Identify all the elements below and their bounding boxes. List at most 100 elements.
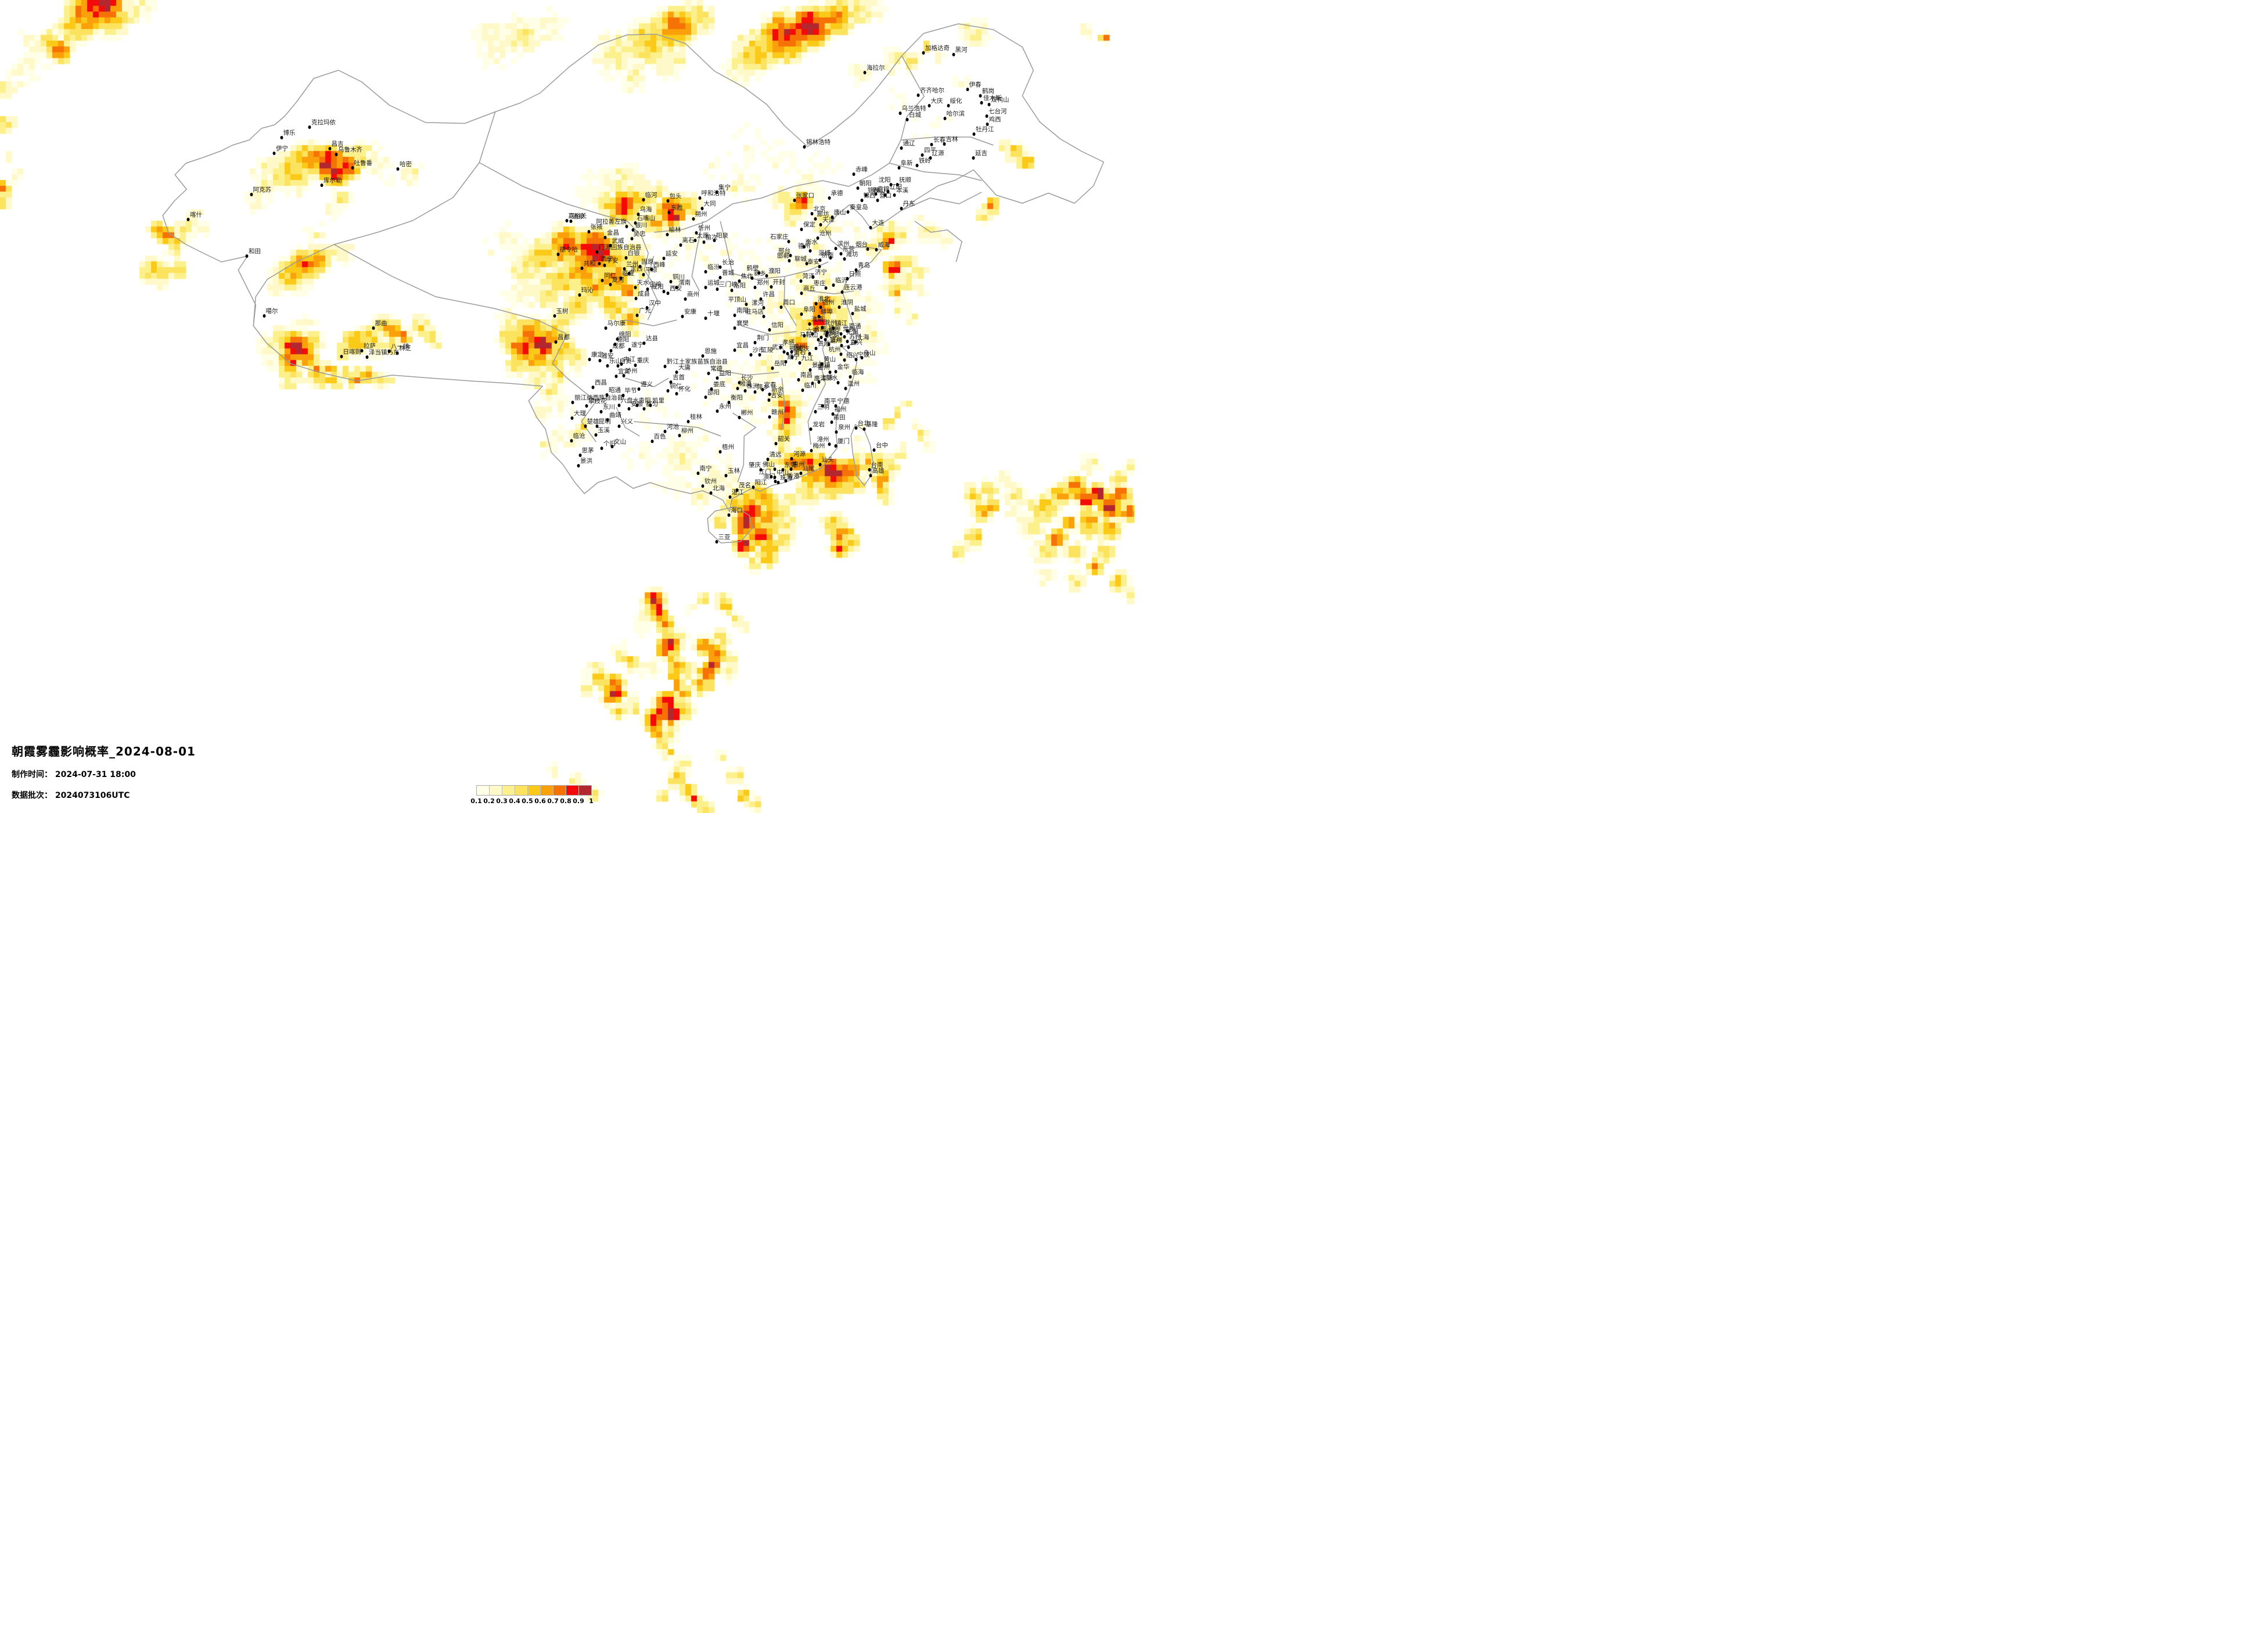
city-dot — [718, 449, 722, 454]
city-dot — [679, 243, 682, 247]
city-dot — [280, 136, 283, 139]
city-dot — [628, 347, 631, 351]
city-dot — [814, 409, 817, 413]
city-label: 固原 — [641, 258, 654, 265]
city-dot — [893, 193, 896, 197]
city-dot — [864, 193, 868, 197]
city-label: 商州 — [687, 291, 699, 298]
city-dot — [666, 232, 668, 236]
city-dot — [585, 404, 588, 408]
city-dot — [810, 449, 813, 452]
city-label: 文山 — [614, 438, 626, 445]
city-label: 广元 — [639, 307, 651, 314]
city-dot — [966, 88, 969, 91]
legend-color-cell — [477, 786, 490, 795]
city-label: 定西 — [630, 265, 643, 272]
city-dot — [745, 303, 748, 306]
city-dot — [642, 197, 645, 202]
city-label: 平顶山 — [728, 296, 747, 303]
city-label: 济宁 — [815, 268, 827, 276]
city-dot — [696, 471, 699, 475]
city-dot — [396, 167, 400, 171]
city-label: 银川 — [635, 222, 647, 229]
city-dot — [777, 481, 780, 484]
city-dot — [570, 416, 574, 420]
city-dot — [930, 142, 933, 146]
boundary-path — [732, 412, 756, 483]
city-label: 伊春 — [969, 81, 982, 88]
city-dot — [782, 350, 786, 354]
city-dot — [818, 258, 821, 262]
city-dot — [662, 289, 665, 293]
city-label: 酒泉 — [572, 213, 585, 220]
city-label: 景洪 — [580, 457, 592, 465]
city-label: 噶尔 — [265, 307, 278, 315]
city-label: 克拉玛依 — [311, 119, 336, 126]
city-label: 嘉兴 — [850, 339, 862, 346]
city-dot — [980, 100, 983, 105]
city-dot — [808, 322, 811, 326]
city-dot — [828, 443, 831, 446]
city-label: 宜春 — [764, 382, 777, 388]
boundary-path — [901, 136, 994, 146]
city-label: 六安 — [806, 327, 818, 334]
city-label: 娄底 — [713, 381, 725, 388]
city-dot — [787, 240, 790, 243]
city-label: 攀枝花 — [588, 397, 607, 405]
city-dot — [759, 297, 763, 301]
city-label: 安康 — [684, 308, 696, 315]
city-dot — [700, 206, 703, 210]
city-label: 博乐 — [283, 129, 296, 136]
city-label: 金华 — [837, 364, 850, 370]
city-dot — [186, 217, 190, 221]
legend-color-cell — [528, 786, 541, 795]
city-dot — [854, 426, 857, 430]
city-label: 三明 — [817, 403, 829, 411]
city-dot — [832, 283, 835, 287]
city-dot — [797, 377, 800, 382]
city-label: 个旧 — [603, 440, 616, 447]
legend-color-cell — [515, 786, 528, 795]
city-label: 宜昌 — [736, 341, 749, 349]
city-dot — [735, 488, 739, 492]
city-dot — [852, 172, 856, 176]
city-label: 天水 — [637, 279, 649, 286]
city-dot — [779, 345, 782, 349]
city-dot — [896, 182, 899, 186]
city-label: 哈尔滨 — [946, 110, 965, 117]
city-label: 商丘 — [803, 285, 815, 292]
boundary-path — [807, 360, 826, 445]
legend-tick-label: 0.3 — [496, 797, 508, 805]
city-label: 哈密 — [400, 161, 412, 168]
city-label: 兴义 — [621, 418, 633, 425]
city-dot — [774, 441, 778, 445]
city-dot — [637, 387, 641, 391]
city-label: 淄博 — [818, 249, 831, 257]
city-dot — [803, 333, 806, 337]
city-label: 恩施 — [705, 347, 717, 355]
city-dot — [793, 199, 796, 202]
city-dot — [675, 391, 678, 395]
city-dot — [554, 340, 558, 344]
city-label: 吐鲁番 — [354, 159, 373, 167]
city-dot — [846, 277, 849, 280]
city-label: 芜湖 — [826, 332, 839, 339]
city-label: 梧州 — [722, 443, 734, 451]
city-label: 泽当镇乃东 — [369, 348, 400, 356]
boundary-path — [691, 221, 703, 292]
city-dot — [634, 286, 637, 289]
city-dot — [847, 345, 850, 349]
city-label: 廊坊 — [817, 210, 829, 218]
city-label: 澳门 — [763, 473, 775, 480]
city-label: 肇庆 — [749, 461, 761, 469]
city-label: 衡阳 — [731, 394, 743, 401]
legend-color-cell — [553, 786, 566, 795]
city-label: 蚌埠 — [821, 308, 833, 315]
city-dot — [817, 380, 821, 384]
city-dot — [889, 182, 892, 186]
city-dot — [802, 244, 806, 249]
city-dot — [263, 314, 265, 318]
city-label: 南通 — [849, 323, 861, 330]
city-label: 林芝 — [399, 344, 411, 352]
city-label: 梅州 — [813, 443, 825, 449]
